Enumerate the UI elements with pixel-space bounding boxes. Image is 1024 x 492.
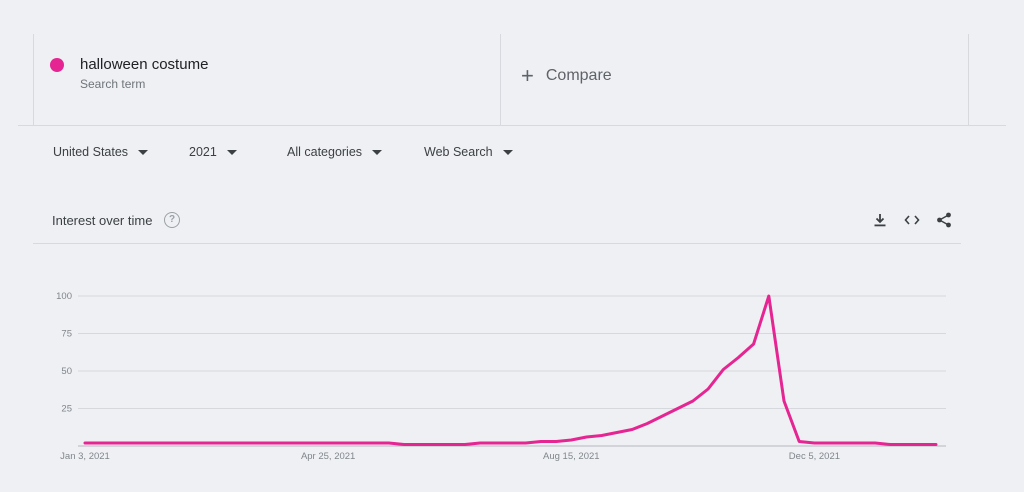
panel-divider: [33, 243, 961, 244]
x-tick-label: Aug 15, 2021: [543, 451, 600, 462]
property-dropdown[interactable]: Web Search: [424, 145, 513, 159]
embed-icon[interactable]: [902, 210, 922, 230]
share-icon[interactable]: [934, 210, 954, 230]
plus-icon: +: [521, 63, 534, 88]
series-line-halloween-costume[interactable]: [83, 294, 938, 446]
card-divider-right: [968, 34, 969, 125]
search-term-card: halloween costume Search term + Compare: [33, 34, 969, 125]
panel-title: Interest over time: [52, 213, 153, 228]
help-icon[interactable]: ?: [164, 212, 180, 228]
term-color-dot: [50, 58, 64, 72]
caret-down-icon: [138, 149, 149, 155]
compare-button[interactable]: + Compare: [521, 63, 612, 88]
filter-bar: United States 2021 All categories Web Se…: [0, 145, 1024, 165]
category-value: All categories: [287, 145, 363, 159]
category-dropdown[interactable]: All categories: [287, 145, 383, 159]
card-divider-left: [33, 34, 34, 125]
property-value: Web Search: [424, 145, 493, 159]
card-divider-middle: [500, 34, 501, 125]
x-tick-label: Dec 5, 2021: [789, 451, 840, 462]
period-value: 2021: [189, 145, 217, 159]
region-dropdown[interactable]: United States: [53, 145, 149, 159]
x-tick-label: Jan 3, 2021: [60, 451, 110, 462]
search-term-subtitle: Search term: [80, 77, 146, 91]
period-dropdown[interactable]: 2021: [189, 145, 237, 159]
interest-chart: 25 50 75 100 Jan 3, 2021 Apr 25, 2021 Aug 15, …: [56, 291, 946, 462]
caret-down-icon: [372, 149, 383, 155]
y-tick-label: 100: [56, 291, 72, 302]
y-tick-label: 25: [61, 404, 72, 415]
y-tick-label: 50: [61, 366, 72, 377]
caret-down-icon: [226, 149, 237, 155]
header-divider: [18, 125, 1006, 126]
y-tick-label: 75: [61, 329, 72, 340]
search-term-name[interactable]: halloween costume: [80, 56, 209, 73]
region-value: United States: [53, 145, 129, 159]
compare-label: Compare: [545, 67, 612, 84]
x-tick-label: Apr 25, 2021: [301, 451, 355, 462]
caret-down-icon: [502, 149, 513, 155]
download-icon[interactable]: [870, 210, 890, 230]
